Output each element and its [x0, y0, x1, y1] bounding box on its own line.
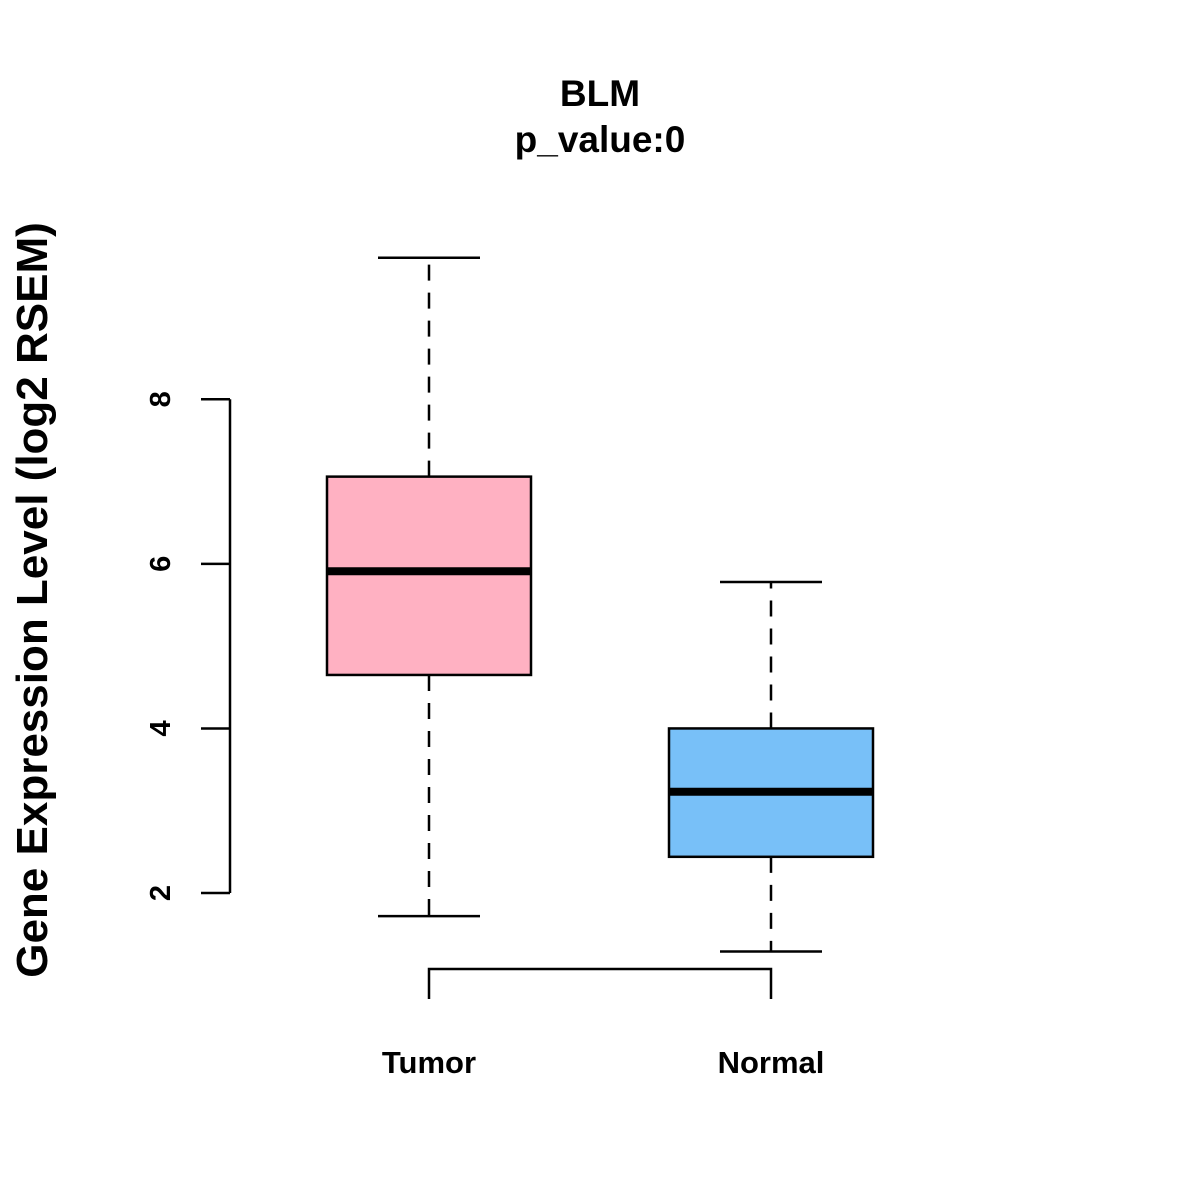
- tumor-box: [325, 475, 533, 677]
- category-labels: Tumor Normal: [382, 1045, 824, 1080]
- comparison-bracket: [427, 967, 773, 999]
- category-label-tumor: Tumor: [382, 1045, 476, 1080]
- y-axis: 2 4 6 8: [145, 391, 232, 901]
- y-tick-label-8: 8: [145, 391, 177, 407]
- boxes-layer: [325, 256, 875, 953]
- comparison-bracket-layer: [427, 967, 773, 999]
- chart-title: BLM: [560, 73, 640, 114]
- category-label-normal: Normal: [718, 1045, 825, 1080]
- y-axis-label: Gene Expression Level (log2 RSEM): [8, 222, 57, 978]
- chart-subtitle: p_value:0: [515, 119, 686, 160]
- y-tick-label-2: 2: [145, 885, 177, 901]
- y-tick-label-6: 6: [145, 556, 177, 572]
- y-tick-label-4: 4: [145, 720, 177, 736]
